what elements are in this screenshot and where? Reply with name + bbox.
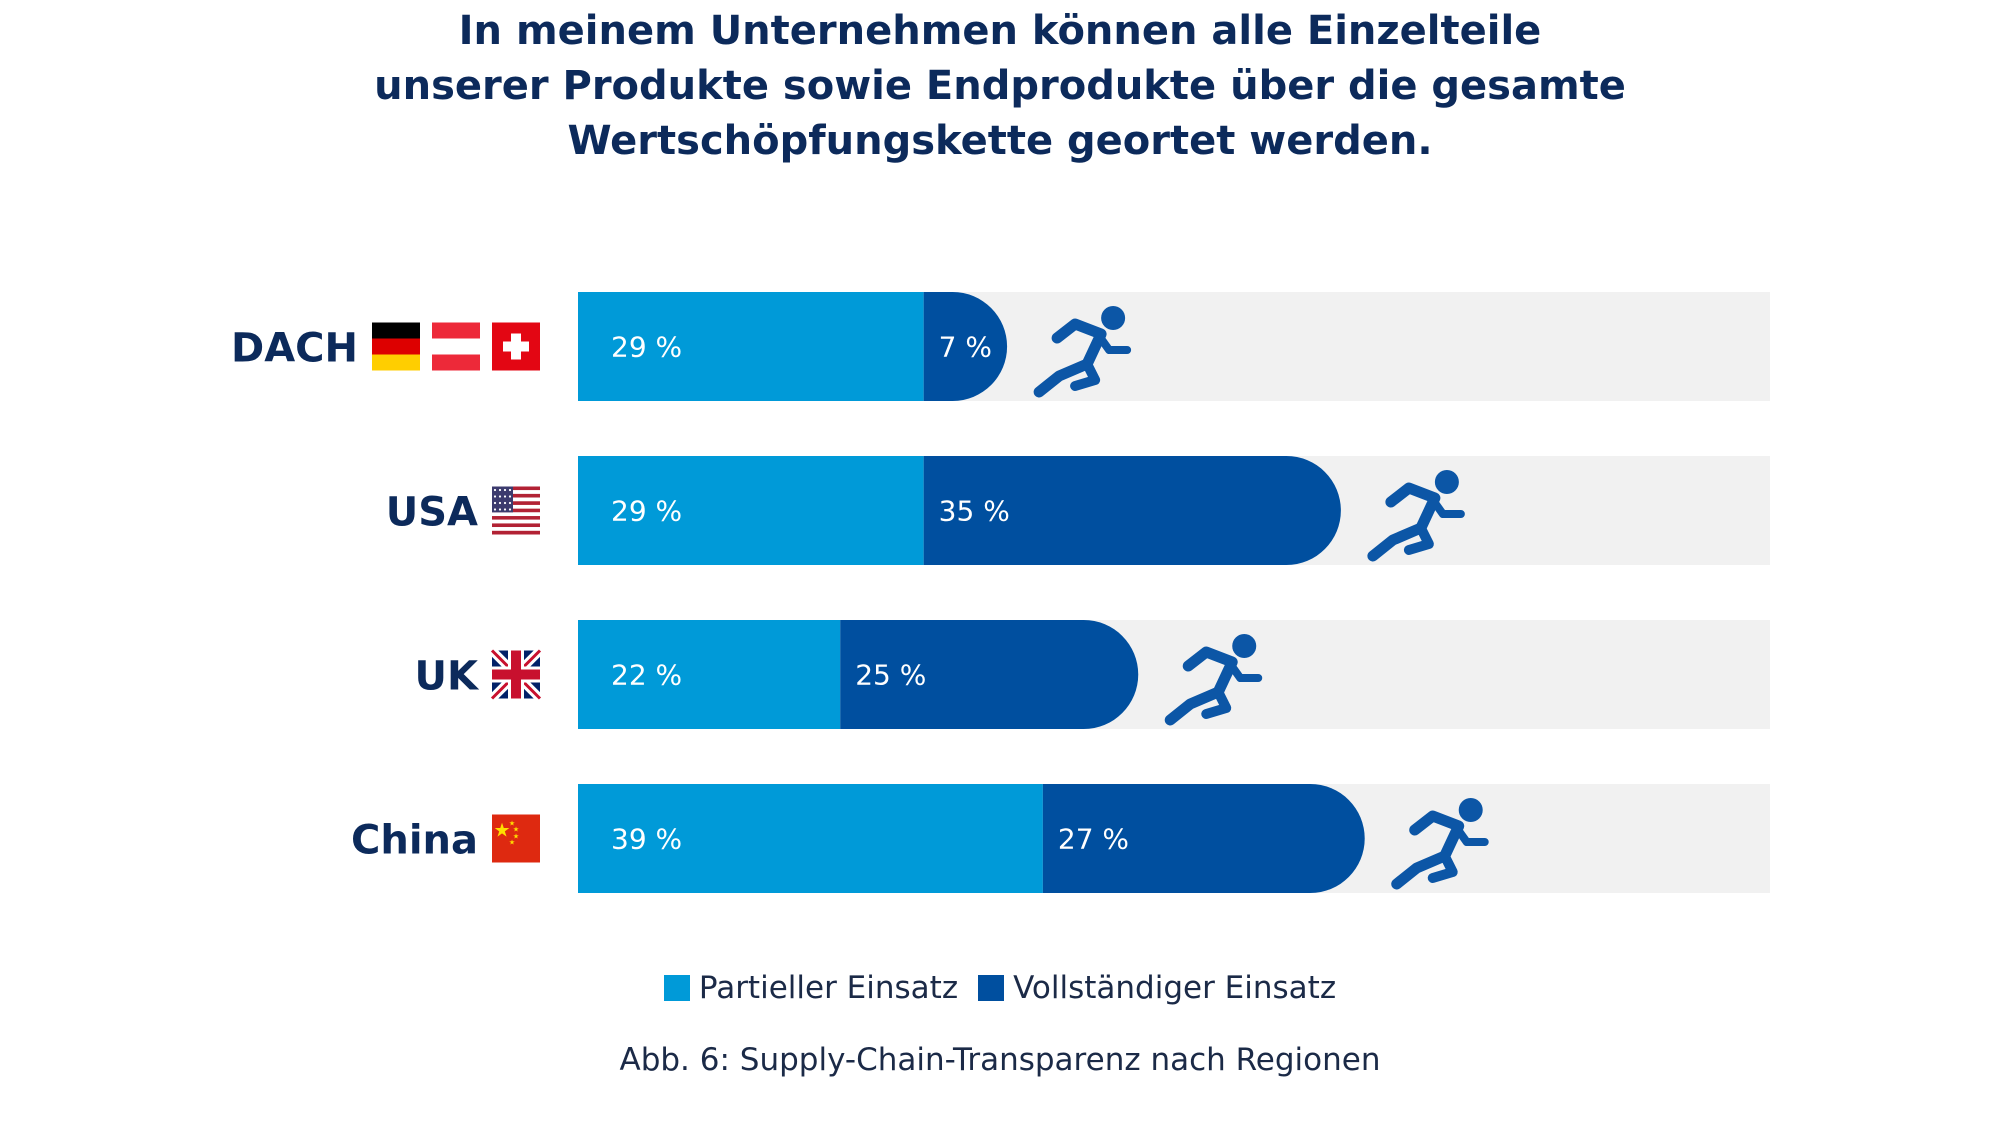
svg-text:★: ★ <box>493 820 510 842</box>
title-line: In meinem Unternehmen können alle Einzel… <box>458 8 1542 54</box>
bar-row-uk: 22 % 25 % UK <box>415 620 1770 729</box>
bar-segment-full <box>923 292 1008 401</box>
runner-icon <box>1033 306 1132 398</box>
category-label: USA <box>386 490 478 536</box>
value-label-partial: 29 % <box>611 495 682 528</box>
category-label: UK <box>415 654 480 700</box>
value-label-partial: 39 % <box>611 823 682 856</box>
value-label-partial: 29 % <box>611 331 682 364</box>
legend-label-partial: Partieller Einsatz <box>698 970 959 1006</box>
china-flag: ★★★★★ <box>492 814 540 863</box>
legend-swatch-partial <box>663 975 690 1001</box>
legend-item-full: Vollständiger Einsatz <box>978 970 1336 1006</box>
usa-flag <box>492 486 540 535</box>
bar-segment-partial <box>578 784 1043 893</box>
bar-row-dach: 29 % 7 % DACH <box>231 292 1770 401</box>
legend: Partieller Einsatz Vollständiger Einsatz <box>0 970 2000 1006</box>
bar-segment-full <box>1042 784 1365 893</box>
runner-icon <box>1164 634 1263 726</box>
value-label-partial: 22 % <box>611 659 682 692</box>
value-label-full: 25 % <box>855 659 926 692</box>
legend-item-partial: Partieller Einsatz <box>663 970 959 1006</box>
svg-text:★: ★ <box>509 839 515 847</box>
figure-caption: Abb. 6: Supply-Chain-Transparenz nach Re… <box>619 1042 1381 1078</box>
runner-icon <box>1391 798 1489 890</box>
category-label: DACH <box>231 326 358 372</box>
switzerland-flag <box>492 322 540 371</box>
svg-text:★: ★ <box>513 833 519 841</box>
title-line: Wertschöpfungskette geortet werden. <box>567 118 1433 164</box>
stacked-bar-chart: 29 % 7 % DACH 29 % 35 % USA 22 % 25 % UK 39 % 27 %… <box>231 292 1770 893</box>
bar-segment-full <box>923 456 1341 565</box>
germany-flag <box>372 322 420 371</box>
chart-title: In meinem Unternehmen können alle Einzel… <box>350 4 1650 169</box>
bar-segment-partial <box>578 292 924 401</box>
bar-segment-full <box>840 620 1139 729</box>
value-label-full: 27 % <box>1058 823 1129 856</box>
category-label: China <box>351 818 478 864</box>
value-label-full: 7 % <box>939 331 992 364</box>
runner-icon <box>1367 470 1465 562</box>
legend-label-full: Vollständiger Einsatz <box>1013 970 1337 1006</box>
bar-segment-partial <box>578 456 924 565</box>
bar-row-usa: 29 % 35 % USA <box>386 456 1770 565</box>
svg-text:★: ★ <box>513 826 519 834</box>
legend-swatch-full <box>978 975 1005 1001</box>
uk-flag <box>488 647 544 702</box>
value-label-full: 35 % <box>939 495 1010 528</box>
bar-segment-partial <box>578 620 841 729</box>
austria-flag <box>432 322 480 371</box>
bar-row-china: 39 % 27 %★★★★★China <box>351 784 1770 893</box>
title-line: unserer Produkte sowie Endprodukte über … <box>374 63 1626 109</box>
svg-text:★: ★ <box>509 820 515 828</box>
